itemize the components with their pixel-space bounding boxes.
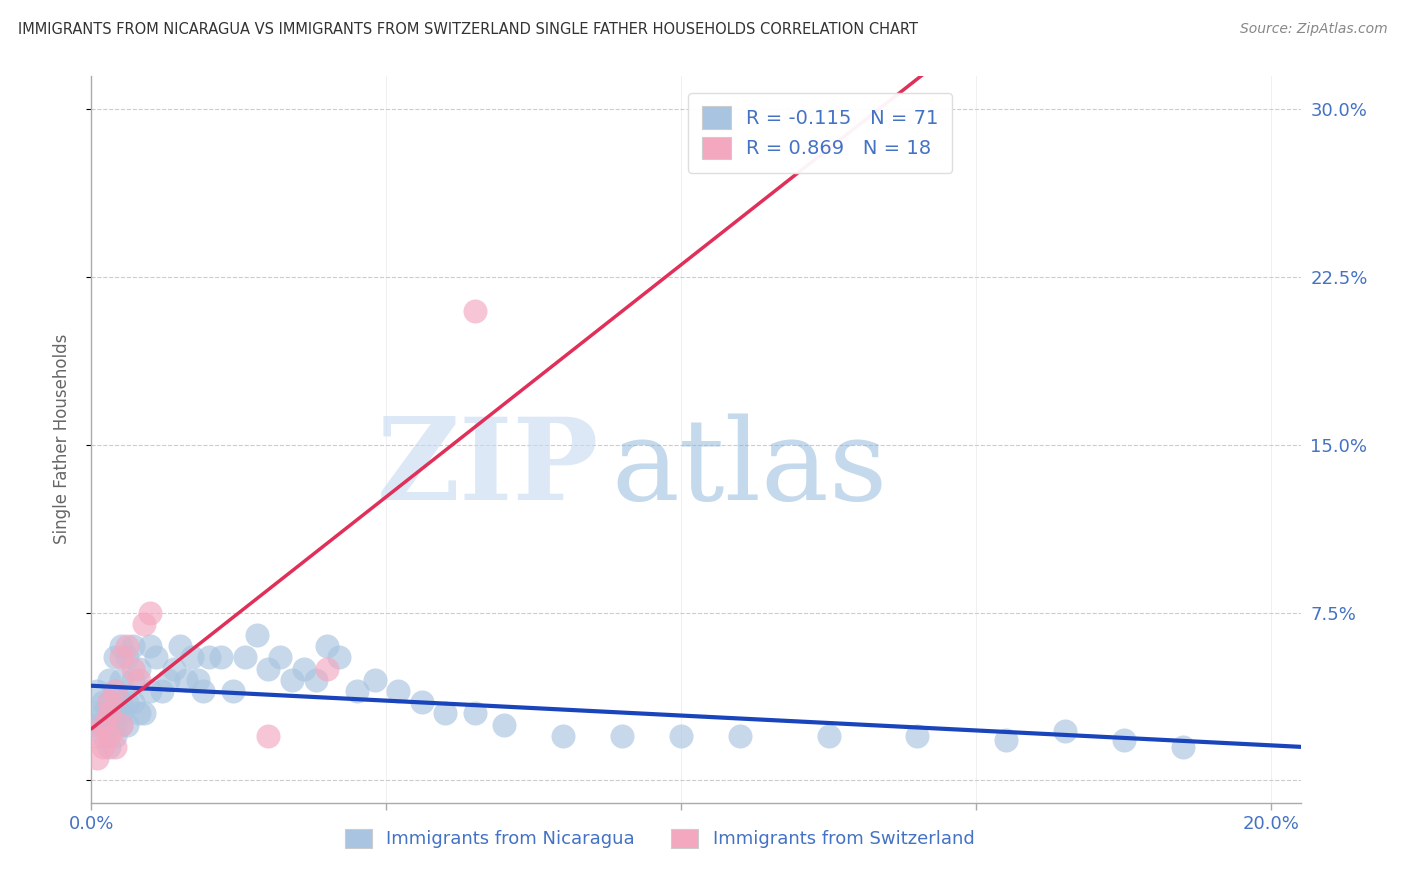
Point: [134, 616, 156, 631]
Point: [98, 695, 121, 709]
Point: [104, 650, 127, 665]
Point: [91, 729, 114, 743]
Point: [104, 684, 127, 698]
Point: [494, 717, 516, 731]
Point: [115, 695, 138, 709]
Point: [145, 650, 167, 665]
Point: [115, 717, 138, 731]
Point: [98, 695, 121, 709]
Point: [98, 729, 121, 743]
Point: [612, 729, 634, 743]
Point: [86, 684, 108, 698]
Point: [91, 695, 114, 709]
Point: [198, 650, 221, 665]
Point: [994, 733, 1017, 747]
Point: [728, 729, 751, 743]
Point: [91, 739, 114, 754]
Point: [269, 650, 291, 665]
Point: [128, 673, 150, 687]
Point: [110, 717, 132, 731]
Point: [98, 706, 121, 721]
Point: [304, 673, 326, 687]
Point: [121, 662, 143, 676]
Text: atlas: atlas: [612, 413, 887, 524]
Point: [98, 717, 121, 731]
Point: [121, 639, 143, 653]
Point: [174, 673, 197, 687]
Point: [91, 717, 114, 731]
Point: [139, 684, 162, 698]
Text: ZIP: ZIP: [377, 413, 599, 524]
Point: [387, 684, 409, 698]
Point: [128, 706, 150, 721]
Point: [98, 706, 121, 721]
Point: [905, 729, 928, 743]
Point: [163, 662, 186, 676]
Point: [671, 729, 693, 743]
Y-axis label: Single Father Households: Single Father Households: [52, 334, 70, 544]
Point: [104, 739, 127, 754]
Point: [346, 684, 368, 698]
Point: [187, 673, 209, 687]
Point: [98, 673, 121, 687]
Point: [86, 751, 108, 765]
Text: IMMIGRANTS FROM NICARAGUA VS IMMIGRANTS FROM SWITZERLAND SINGLE FATHER HOUSEHOLD: IMMIGRANTS FROM NICARAGUA VS IMMIGRANTS …: [18, 22, 918, 37]
Point: [91, 706, 114, 721]
Point: [98, 739, 121, 754]
Point: [464, 303, 486, 318]
Point: [464, 706, 486, 721]
Point: [110, 673, 132, 687]
Point: [121, 673, 143, 687]
Point: [110, 639, 132, 653]
Point: [193, 684, 215, 698]
Point: [316, 662, 339, 676]
Point: [115, 650, 138, 665]
Point: [86, 706, 108, 721]
Point: [292, 662, 315, 676]
Point: [128, 662, 150, 676]
Point: [1112, 733, 1135, 747]
Text: Source: ZipAtlas.com: Source: ZipAtlas.com: [1240, 22, 1388, 37]
Point: [104, 706, 127, 721]
Point: [222, 684, 245, 698]
Point: [316, 639, 339, 653]
Point: [110, 695, 132, 709]
Point: [1171, 739, 1194, 754]
Point: [91, 717, 114, 731]
Point: [104, 717, 127, 731]
Point: [86, 729, 108, 743]
Point: [150, 684, 173, 698]
Point: [245, 628, 267, 642]
Point: [110, 706, 132, 721]
Point: [363, 673, 385, 687]
Point: [115, 639, 138, 653]
Point: [434, 706, 457, 721]
Point: [328, 650, 350, 665]
Point: [121, 695, 143, 709]
Point: [110, 717, 132, 731]
Point: [104, 729, 127, 743]
Point: [104, 684, 127, 698]
Point: [139, 606, 162, 620]
Point: [134, 706, 156, 721]
Point: [180, 650, 202, 665]
Point: [233, 650, 256, 665]
Point: [411, 695, 433, 709]
Point: [86, 717, 108, 731]
Point: [110, 650, 132, 665]
Point: [281, 673, 304, 687]
Point: [1053, 724, 1076, 739]
Point: [257, 729, 280, 743]
Point: [209, 650, 232, 665]
Point: [817, 729, 839, 743]
Point: [169, 639, 191, 653]
Legend: Immigrants from Nicaragua, Immigrants from Switzerland: Immigrants from Nicaragua, Immigrants fr…: [337, 822, 981, 855]
Point: [139, 639, 162, 653]
Point: [257, 662, 280, 676]
Point: [553, 729, 575, 743]
Point: [157, 673, 180, 687]
